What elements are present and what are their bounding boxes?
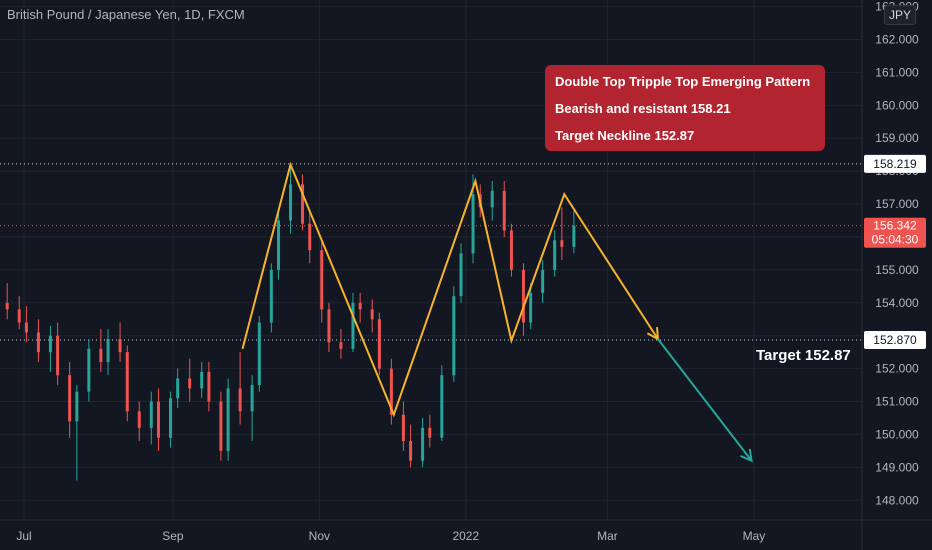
price-tick-label: 161.000: [875, 65, 919, 79]
price-tick-label: 151.000: [875, 395, 919, 409]
price-tick-label: 149.000: [875, 460, 919, 474]
candle-body: [118, 338, 122, 353]
candle-body: [289, 184, 293, 221]
candle-body: [553, 240, 557, 270]
candle-body: [572, 225, 576, 247]
candle-body: [87, 348, 91, 392]
candle-body: [541, 269, 545, 293]
currency-button[interactable]: JPY: [884, 5, 916, 25]
candle-body: [168, 398, 172, 438]
candle-body: [490, 190, 494, 208]
annotation-line: Bearish and resistant 158.21: [555, 101, 731, 116]
price-tick-label: 150.000: [875, 427, 919, 441]
countdown-timer: 05:04:30: [872, 233, 919, 247]
candle-body: [257, 322, 261, 386]
candle-body: [560, 240, 564, 247]
candle-body: [308, 223, 312, 251]
candle-body: [238, 388, 242, 412]
annotation-line: Double Top Tripple Top Emerging Pattern: [555, 74, 811, 89]
candle-body: [327, 309, 331, 343]
candle-body: [401, 414, 405, 442]
price-tick-label: 152.000: [875, 362, 919, 376]
price-tick-label: 154.000: [875, 296, 919, 310]
candle-body: [277, 220, 281, 270]
annotation-note[interactable]: Double Top Tripple Top Emerging Pattern …: [545, 65, 825, 151]
price-tick-label: 162.000: [875, 32, 919, 46]
candle-body: [320, 250, 324, 310]
time-tick-label: Nov: [309, 529, 330, 543]
time-tick-label: Sep: [162, 529, 184, 543]
candle-body: [36, 332, 40, 353]
price-tick-label: 160.000: [875, 98, 919, 112]
pattern-lines: [241, 161, 753, 463]
candle-body: [17, 309, 21, 323]
time-tick-label: Jul: [16, 529, 31, 543]
time-tick-label: May: [743, 529, 766, 543]
candle-body: [99, 348, 103, 363]
candle-body: [219, 401, 223, 451]
last-price-badge: [864, 217, 926, 248]
candle-body: [358, 302, 362, 310]
last-price-value: 156.342: [873, 219, 917, 233]
price-tick-label: 155.000: [875, 263, 919, 277]
candle-body: [509, 230, 513, 270]
candle-body: [149, 401, 153, 428]
candle-body: [207, 371, 211, 402]
candle-body: [226, 388, 230, 451]
candle-body: [24, 322, 28, 333]
candle-body: [409, 441, 413, 461]
level-price-value: 158.219: [873, 157, 917, 171]
candle-body: [471, 194, 475, 254]
candle-body: [269, 269, 273, 323]
candle-body: [440, 375, 444, 438]
candle-body: [421, 427, 425, 461]
candle-body: [521, 269, 525, 323]
candle-body: [502, 190, 506, 231]
target-label[interactable]: Target 152.87: [756, 347, 851, 364]
candle-body: [176, 378, 180, 399]
projection-arrow-head: [740, 448, 753, 463]
time-tick-label: Mar: [597, 529, 618, 543]
level-price-badge: [864, 330, 926, 349]
candle-body: [250, 385, 254, 412]
candle-body: [428, 427, 432, 438]
candle-body: [106, 338, 110, 363]
level-price-badge: [864, 154, 926, 173]
candle-body: [48, 335, 52, 353]
candle-body: [301, 184, 305, 224]
candle-body: [370, 309, 374, 320]
candle-body: [188, 378, 192, 389]
price-tick-label: 148.000: [875, 493, 919, 507]
candle-body: [200, 371, 204, 389]
grid: [0, 0, 862, 520]
candle-body: [339, 342, 343, 349]
projection-arrow: [657, 338, 753, 462]
candle-body: [56, 335, 60, 376]
level-price-value: 152.870: [873, 333, 917, 347]
candle-body: [68, 375, 72, 422]
candle-body: [529, 292, 533, 323]
candle-body: [452, 296, 456, 376]
candle-body: [377, 319, 381, 369]
candle-body: [75, 391, 79, 422]
candle-body: [137, 411, 141, 428]
price-tick-label: 159.000: [875, 131, 919, 145]
pattern-zigzag: [241, 161, 659, 418]
candlesticks: [5, 164, 576, 481]
price-tick-label: 157.000: [875, 197, 919, 211]
time-tick-label: 2022: [452, 529, 479, 543]
time-axis: Jul Sep Nov 2022 Mar May: [0, 519, 932, 543]
symbol-title[interactable]: British Pound / Japanese Yen, 1D, FXCM: [7, 7, 245, 22]
candle-body: [125, 352, 129, 412]
candle-body: [5, 302, 9, 310]
candle-body: [389, 368, 393, 415]
candle-body: [351, 302, 355, 349]
candle-body: [459, 253, 463, 297]
annotation-line: Target Neckline 152.87: [555, 128, 695, 143]
candle-body: [156, 401, 160, 438]
